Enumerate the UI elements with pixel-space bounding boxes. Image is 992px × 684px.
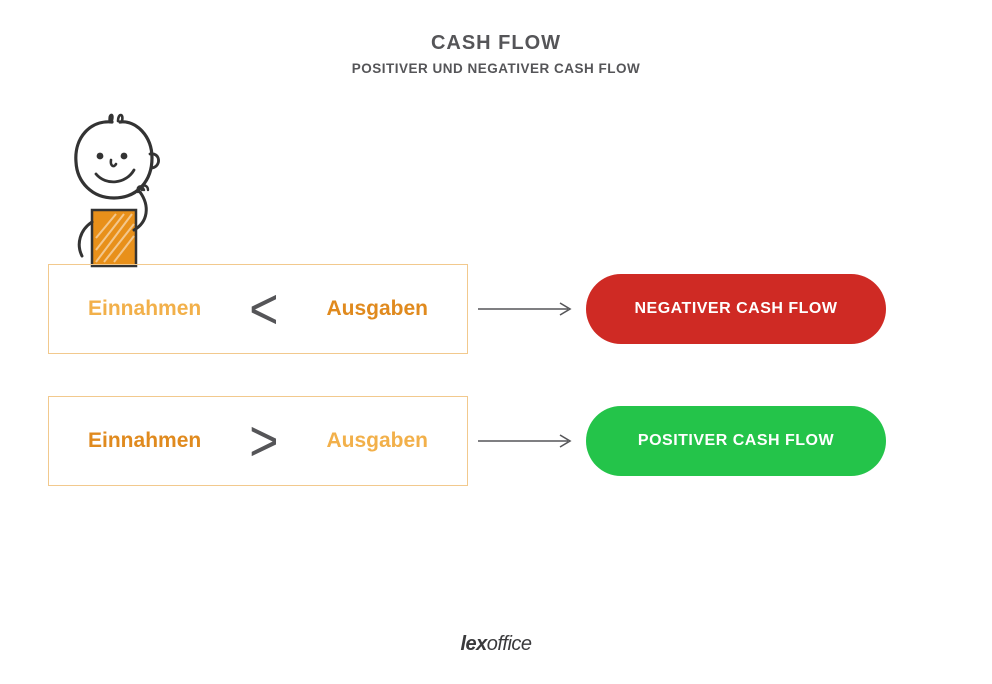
- comparison-box: Einnahmen > Ausgaben: [48, 396, 468, 486]
- expense-label: Ausgaben: [326, 429, 428, 453]
- brand-bold: lex: [460, 633, 486, 655]
- expense-label: Ausgaben: [326, 297, 428, 321]
- arrow-icon: [468, 299, 586, 319]
- row-positive: Einnahmen > Ausgaben POSITIVER CASH FLOW: [48, 396, 948, 486]
- page: CASH FLOW POSITIVER UND NEGATIVER CASH F…: [0, 0, 992, 684]
- income-label: Einnahmen: [88, 429, 201, 453]
- negative-pill: NEGATIVER CASH FLOW: [586, 274, 886, 344]
- greater-than-icon: >: [249, 412, 278, 470]
- positive-pill: POSITIVER CASH FLOW: [586, 406, 886, 476]
- title: CASH FLOW: [0, 32, 992, 55]
- rows-container: Einnahmen < Ausgaben NEGATIVER CASH FLOW…: [48, 264, 948, 528]
- less-than-icon: <: [249, 280, 278, 338]
- header: CASH FLOW POSITIVER UND NEGATIVER CASH F…: [0, 0, 992, 76]
- income-label: Einnahmen: [88, 297, 201, 321]
- arrow-icon: [468, 431, 586, 451]
- pill-label: POSITIVER CASH FLOW: [638, 432, 834, 450]
- pill-label: NEGATIVER CASH FLOW: [635, 300, 838, 318]
- footer-brand: lexoffice: [0, 633, 992, 656]
- subtitle: POSITIVER UND NEGATIVER CASH FLOW: [0, 61, 992, 76]
- row-negative: Einnahmen < Ausgaben NEGATIVER CASH FLOW: [48, 264, 948, 354]
- brand-light: office: [487, 633, 532, 655]
- comparison-box: Einnahmen < Ausgaben: [48, 264, 468, 354]
- thinking-character-icon: [52, 110, 192, 285]
